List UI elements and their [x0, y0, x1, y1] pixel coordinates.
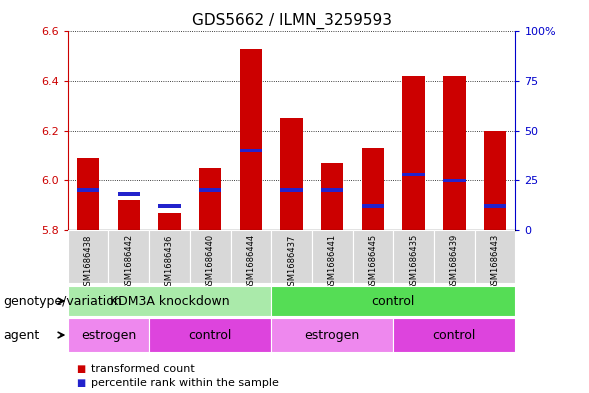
- Bar: [353, 230, 393, 283]
- Text: estrogen: estrogen: [305, 329, 360, 342]
- Bar: [118, 193, 140, 196]
- Text: KDM3A knockdown: KDM3A knockdown: [110, 294, 229, 308]
- Text: genotype/variation: genotype/variation: [3, 294, 122, 308]
- Bar: [321, 188, 343, 192]
- Bar: [362, 148, 384, 230]
- Bar: [271, 318, 393, 352]
- Bar: [443, 76, 465, 230]
- Text: GSM1686435: GSM1686435: [409, 234, 418, 290]
- Bar: [402, 76, 425, 230]
- Bar: [77, 188, 100, 192]
- Text: GSM1686437: GSM1686437: [287, 234, 296, 290]
- Bar: [230, 230, 271, 283]
- Bar: [240, 49, 262, 230]
- Bar: [190, 230, 230, 283]
- Bar: [149, 230, 190, 283]
- Bar: [271, 230, 312, 283]
- Bar: [77, 158, 100, 230]
- Bar: [484, 130, 506, 230]
- Bar: [393, 230, 434, 283]
- Bar: [240, 149, 262, 152]
- Bar: [108, 230, 149, 283]
- Text: control: control: [372, 294, 415, 308]
- Title: GDS5662 / ILMN_3259593: GDS5662 / ILMN_3259593: [191, 13, 392, 29]
- Text: ■: ■: [77, 378, 86, 388]
- Bar: [484, 204, 506, 208]
- Text: GSM1686443: GSM1686443: [491, 234, 499, 290]
- Text: GSM1686436: GSM1686436: [165, 234, 174, 290]
- Bar: [158, 213, 181, 230]
- Bar: [118, 200, 140, 230]
- Text: transformed count: transformed count: [91, 364, 195, 374]
- Bar: [68, 286, 271, 316]
- Text: GSM1686445: GSM1686445: [369, 234, 378, 290]
- Bar: [199, 188, 221, 192]
- Text: ■: ■: [77, 364, 86, 374]
- Bar: [271, 286, 515, 316]
- Text: GSM1686441: GSM1686441: [327, 234, 337, 290]
- Bar: [68, 318, 149, 352]
- Bar: [158, 204, 181, 208]
- Bar: [280, 118, 303, 230]
- Text: agent: agent: [3, 329, 39, 342]
- Text: GSM1686442: GSM1686442: [124, 234, 133, 290]
- Bar: [280, 188, 303, 192]
- Text: control: control: [188, 329, 232, 342]
- Text: control: control: [433, 329, 476, 342]
- Bar: [199, 168, 221, 230]
- Bar: [68, 230, 108, 283]
- Text: estrogen: estrogen: [81, 329, 136, 342]
- Bar: [321, 163, 343, 230]
- Text: GSM1686438: GSM1686438: [84, 234, 92, 290]
- Bar: [312, 230, 353, 283]
- Text: percentile rank within the sample: percentile rank within the sample: [91, 378, 279, 388]
- Text: GSM1686444: GSM1686444: [246, 234, 256, 290]
- Bar: [434, 230, 475, 283]
- Bar: [475, 230, 515, 283]
- Text: GSM1686440: GSM1686440: [206, 234, 214, 290]
- Text: GSM1686439: GSM1686439: [450, 234, 459, 290]
- Bar: [149, 318, 271, 352]
- Bar: [393, 318, 515, 352]
- Bar: [402, 173, 425, 176]
- Bar: [443, 178, 465, 182]
- Bar: [362, 204, 384, 208]
